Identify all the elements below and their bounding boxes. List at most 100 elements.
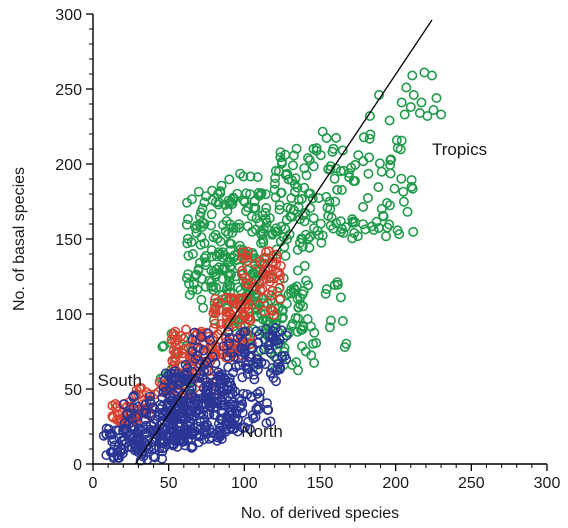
data-point-north xyxy=(212,435,223,446)
data-point-tropics xyxy=(218,263,229,274)
data-point-north xyxy=(207,427,218,438)
data-point-tropics xyxy=(406,175,417,186)
data-point-tropics xyxy=(317,230,328,241)
data-point-tropics xyxy=(347,233,358,244)
data-point-tropics xyxy=(294,214,305,225)
data-point-tropics xyxy=(321,284,332,295)
y-tick-label: 50 xyxy=(64,382,82,399)
data-point-tropics xyxy=(206,245,217,256)
data-point-north xyxy=(157,392,168,403)
data-point-north xyxy=(118,399,129,410)
data-point-tropics xyxy=(217,273,228,284)
data-point-tropics xyxy=(295,299,306,310)
data-point-tropics xyxy=(247,248,258,259)
data-point-tropics xyxy=(267,228,278,239)
data-point-tropics xyxy=(242,221,253,232)
data-point-tropics xyxy=(336,223,347,234)
x-axis-title: No. of derived species xyxy=(241,505,399,522)
data-point-south xyxy=(221,293,232,304)
data-point-north xyxy=(237,399,248,410)
data-point-north xyxy=(105,429,116,440)
data-point-tropics xyxy=(196,294,207,305)
data-point-north xyxy=(230,413,241,424)
data-point-north xyxy=(236,343,247,354)
data-point-north xyxy=(198,345,209,356)
data-point-north xyxy=(216,386,227,397)
data-point-north xyxy=(187,334,198,345)
data-point-tropics xyxy=(206,265,217,276)
regression-line xyxy=(134,19,433,465)
data-point-tropics xyxy=(287,160,298,171)
data-point-north xyxy=(118,439,129,450)
data-point-tropics xyxy=(182,197,193,208)
regression-line-layer xyxy=(134,19,433,465)
data-point-tropics xyxy=(182,233,193,244)
data-point-tropics xyxy=(260,207,271,218)
data-point-tropics xyxy=(192,284,203,295)
data-point-tropics xyxy=(276,187,287,198)
data-point-tropics xyxy=(401,82,412,93)
data-point-tropics xyxy=(223,228,234,239)
x-tick-label: 100 xyxy=(231,475,258,492)
data-point-tropics xyxy=(224,238,235,249)
data-point-tropics xyxy=(220,226,231,237)
data-point-tropics xyxy=(325,315,336,326)
data-point-tropics xyxy=(252,172,263,183)
data-point-tropics xyxy=(389,183,400,194)
data-point-tropics xyxy=(287,359,298,370)
data-point-south xyxy=(209,304,220,315)
data-point-north xyxy=(250,411,261,422)
x-tick-label: 0 xyxy=(89,475,98,492)
data-point-tropics xyxy=(283,174,294,185)
data-point-tropics xyxy=(292,265,303,276)
data-point-north xyxy=(164,398,175,409)
data-point-tropics xyxy=(350,159,361,170)
data-point-north xyxy=(237,422,248,433)
data-point-tropics xyxy=(191,228,202,239)
data-point-tropics xyxy=(363,168,374,179)
data-point-tropics xyxy=(280,250,291,261)
data-point-tropics xyxy=(302,153,313,164)
data-point-tropics xyxy=(211,264,222,275)
data-point-north xyxy=(267,330,278,341)
data-point-tropics xyxy=(368,225,379,236)
data-point-north xyxy=(157,408,168,419)
data-point-north xyxy=(246,342,257,353)
data-point-tropics xyxy=(381,198,392,209)
data-point-tropics xyxy=(307,338,318,349)
data-point-north xyxy=(187,346,198,357)
data-point-north xyxy=(195,423,206,434)
data-point-tropics xyxy=(431,93,442,104)
data-point-tropics xyxy=(308,223,319,234)
data-point-north xyxy=(251,326,262,337)
data-point-tropics xyxy=(208,281,219,292)
data-point-tropics xyxy=(199,197,210,208)
data-point-tropics xyxy=(343,168,354,179)
data-point-tropics xyxy=(428,105,439,116)
data-point-tropics xyxy=(362,193,373,204)
y-tick-label: 150 xyxy=(55,232,82,249)
data-point-south xyxy=(238,309,249,320)
data-point-tropics xyxy=(341,338,352,349)
data-point-south xyxy=(170,336,181,347)
data-point-tropics xyxy=(281,214,292,225)
data-point-tropics xyxy=(320,288,331,299)
data-point-south xyxy=(244,279,255,290)
data-point-tropics xyxy=(301,275,312,286)
data-point-south xyxy=(170,326,181,337)
data-point-north xyxy=(268,372,279,383)
data-point-north xyxy=(222,351,233,362)
data-point-tropics xyxy=(220,199,231,210)
data-point-north xyxy=(247,343,258,354)
data-point-north xyxy=(261,398,272,409)
data-point-tropics xyxy=(331,132,342,143)
data-point-tropics xyxy=(358,132,369,143)
data-point-tropics xyxy=(306,350,317,361)
data-point-north xyxy=(194,404,205,415)
data-point-tropics xyxy=(398,186,409,197)
x-tick-label: 250 xyxy=(458,475,485,492)
annotation-tropics: Tropics xyxy=(432,140,487,159)
data-point-north xyxy=(235,401,246,412)
data-point-tropics xyxy=(349,228,360,239)
data-point-north xyxy=(145,391,156,402)
